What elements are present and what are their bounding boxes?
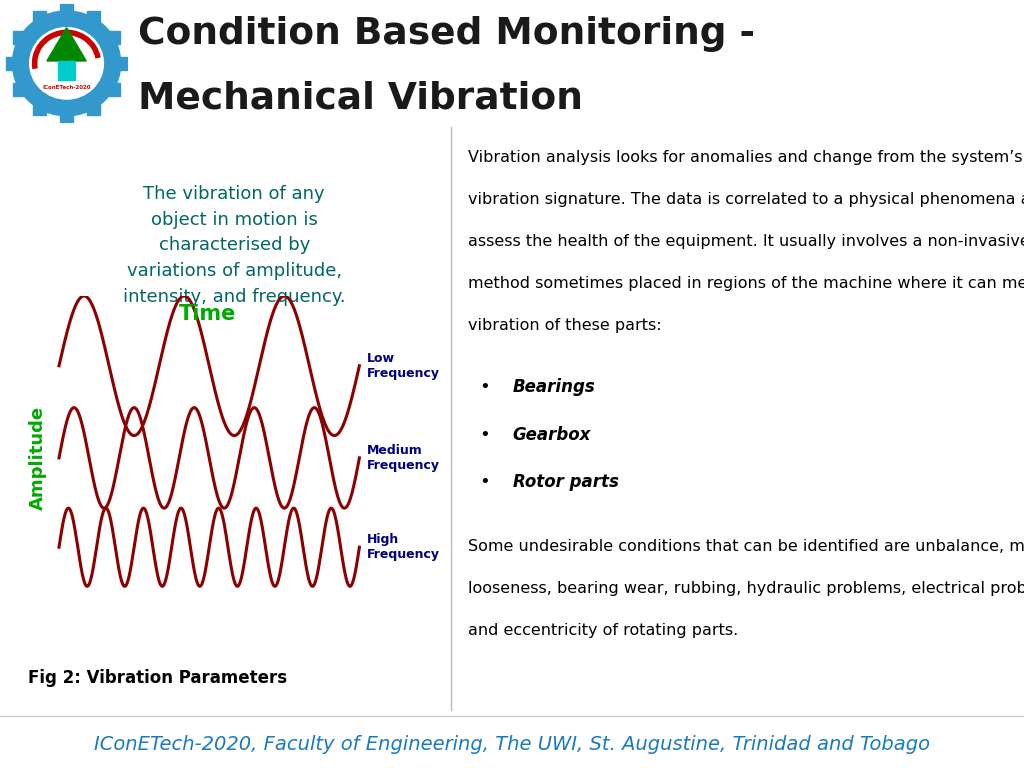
Text: Fig 2: Vibration Parameters: Fig 2: Vibration Parameters xyxy=(28,669,288,687)
Text: method sometimes placed in regions of the machine where it can measure: method sometimes placed in regions of th… xyxy=(468,276,1024,291)
Text: assess the health of the equipment. It usually involves a non-invasive sensing: assess the health of the equipment. It u… xyxy=(468,234,1024,249)
Text: Amplitude: Amplitude xyxy=(29,406,47,510)
Text: Bearings: Bearings xyxy=(513,378,596,396)
Circle shape xyxy=(30,28,103,99)
Bar xyxy=(13,31,27,44)
Text: Medium
Frequency: Medium Frequency xyxy=(367,444,439,472)
Text: vibration signature. The data is correlated to a physical phenomena and then use: vibration signature. The data is correla… xyxy=(468,192,1024,207)
Text: •: • xyxy=(479,378,490,396)
Polygon shape xyxy=(47,28,86,61)
Text: Mechanical Vibration: Mechanical Vibration xyxy=(138,81,583,117)
Text: looseness, bearing wear, rubbing, hydraulic problems, electrical problems, reson: looseness, bearing wear, rubbing, hydrau… xyxy=(468,581,1024,596)
Text: Time: Time xyxy=(179,304,237,324)
Bar xyxy=(106,83,120,96)
Text: Rotor parts: Rotor parts xyxy=(513,473,618,492)
Bar xyxy=(33,102,46,115)
Text: Some undesirable conditions that can be identified are unbalance, misalignment,: Some undesirable conditions that can be … xyxy=(468,539,1024,554)
Text: The vibration of any
object in motion is
characterised by
variations of amplitud: The vibration of any object in motion is… xyxy=(123,185,346,306)
Bar xyxy=(59,109,74,122)
Text: Condition Based Monitoring -: Condition Based Monitoring - xyxy=(138,16,756,52)
Bar xyxy=(59,5,74,18)
Text: Gearbox: Gearbox xyxy=(513,425,591,444)
Text: vibration of these parts:: vibration of these parts: xyxy=(468,318,663,333)
Bar xyxy=(6,57,19,70)
Bar xyxy=(13,83,27,96)
Text: IConETech-2020: IConETech-2020 xyxy=(42,84,91,90)
Text: •: • xyxy=(479,473,490,492)
Bar xyxy=(58,61,75,80)
Bar xyxy=(87,12,100,25)
Bar xyxy=(114,57,127,70)
Text: Vibration analysis looks for anomalies and change from the system’s established: Vibration analysis looks for anomalies a… xyxy=(468,150,1024,165)
Bar xyxy=(106,31,120,44)
Text: •: • xyxy=(479,425,490,444)
Text: IConETech-2020, Faculty of Engineering, The UWI, St. Augustine, Trinidad and Tob: IConETech-2020, Faculty of Engineering, … xyxy=(94,736,930,754)
Bar xyxy=(87,102,100,115)
Bar xyxy=(33,12,46,25)
Text: High
Frequency: High Frequency xyxy=(367,533,439,561)
Text: Low
Frequency: Low Frequency xyxy=(367,352,439,379)
Circle shape xyxy=(12,11,121,116)
Text: and eccentricity of rotating parts.: and eccentricity of rotating parts. xyxy=(468,623,738,638)
